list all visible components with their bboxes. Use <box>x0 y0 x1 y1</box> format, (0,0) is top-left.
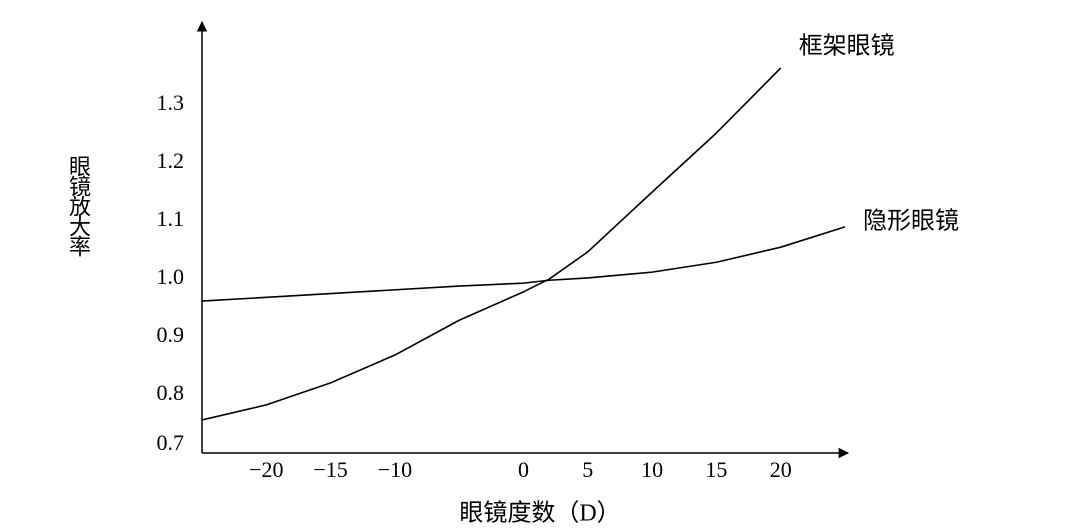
x-tick-label: 20 <box>770 457 792 482</box>
y-axis-label: 眼镜放大率 <box>66 155 91 257</box>
x-tick-label: 10 <box>641 457 663 482</box>
x-tick-label: 5 <box>582 457 593 482</box>
x-tick-label: −20 <box>249 457 283 482</box>
line-label: 框架眼镜 <box>799 33 895 60</box>
y-tick-label: 0.9 <box>157 322 185 347</box>
x-tick-label: 0 <box>518 457 529 482</box>
y-tick-label: 0.7 <box>157 430 185 455</box>
x-tick-label: −10 <box>378 457 412 482</box>
x-tick-label: −15 <box>313 457 347 482</box>
line-label: 隐形眼镜 <box>863 207 959 234</box>
y-tick-label: 1.0 <box>157 264 185 289</box>
x-tick-label: 15 <box>705 457 727 482</box>
x-axis-label: 眼镜度数（D） <box>459 500 620 527</box>
y-tick-label: 1.1 <box>157 206 185 231</box>
y-tick-label: 0.8 <box>157 380 185 405</box>
y-tick-label: 1.3 <box>157 90 185 115</box>
y-tick-label: 1.2 <box>157 148 185 173</box>
line <box>201 226 846 302</box>
line <box>201 67 782 421</box>
